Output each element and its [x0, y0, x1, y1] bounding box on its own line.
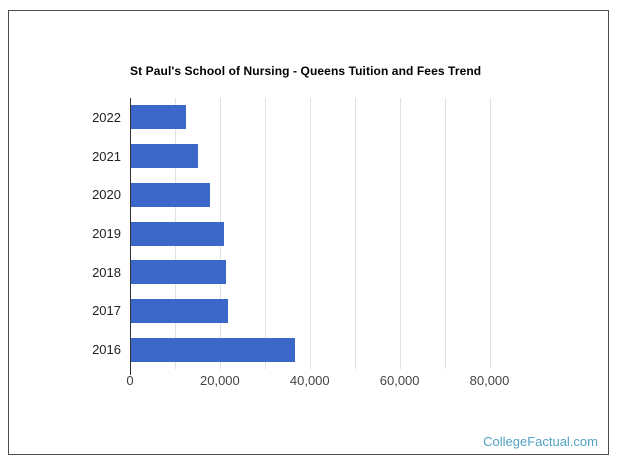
x-axis-tick-labels: 0 20,000 40,000 60,000 80,000 — [126, 373, 512, 389]
x-axis-tick-label-60000: 60,000 — [379, 373, 420, 388]
y-axis-label-2017: 2017 — [92, 303, 121, 319]
bar-2017 — [130, 298, 228, 323]
y-axis-label-2018: 2018 — [92, 264, 121, 280]
gridline-50000 — [354, 98, 356, 369]
bar-row-2022 — [130, 98, 512, 137]
y-axis-label-2022: 2022 — [92, 109, 121, 125]
gridline-70000 — [444, 98, 446, 369]
y-axis-labels: 2022 2021 2020 2019 2018 2017 2016 — [9, 98, 121, 369]
bar-2021 — [130, 144, 199, 169]
collegefactual-watermark-link[interactable]: CollegeFactual.com — [483, 434, 598, 449]
bar-2020 — [130, 182, 210, 207]
bars-layer — [130, 98, 512, 369]
plot-area — [130, 98, 512, 369]
x-axis-tick-label-40000: 40,000 — [289, 373, 330, 388]
bar-2016 — [130, 337, 295, 362]
x-axis-tick-label-80000: 80,000 — [469, 373, 510, 388]
bar-row-2018 — [130, 253, 512, 292]
y-axis-label-2021: 2021 — [92, 148, 121, 164]
bar-row-2017 — [130, 292, 512, 331]
gridline-40000 — [309, 98, 311, 369]
gridline-80000 — [489, 98, 491, 369]
y-axis-label-2019: 2019 — [92, 226, 121, 242]
chart-card: St Paul's School of Nursing - Queens Tui… — [8, 10, 609, 455]
bar-row-2020 — [130, 175, 512, 214]
bar-2022 — [130, 105, 187, 130]
x-axis-tick-label-0: 0 — [126, 373, 134, 388]
y-axis-line — [130, 98, 131, 375]
gridline-30000 — [264, 98, 266, 369]
y-axis-label-2020: 2020 — [92, 187, 121, 203]
bar-row-2016 — [130, 330, 512, 369]
chart-title: St Paul's School of Nursing - Queens Tui… — [130, 64, 482, 78]
y-axis-label-2016: 2016 — [92, 342, 121, 358]
bar-row-2019 — [130, 214, 512, 253]
gridline-60000 — [399, 98, 401, 369]
bar-2018 — [130, 260, 226, 285]
bar-row-2021 — [130, 137, 512, 176]
x-axis-tick-label-20000: 20,000 — [199, 373, 240, 388]
bar-2019 — [130, 221, 224, 246]
